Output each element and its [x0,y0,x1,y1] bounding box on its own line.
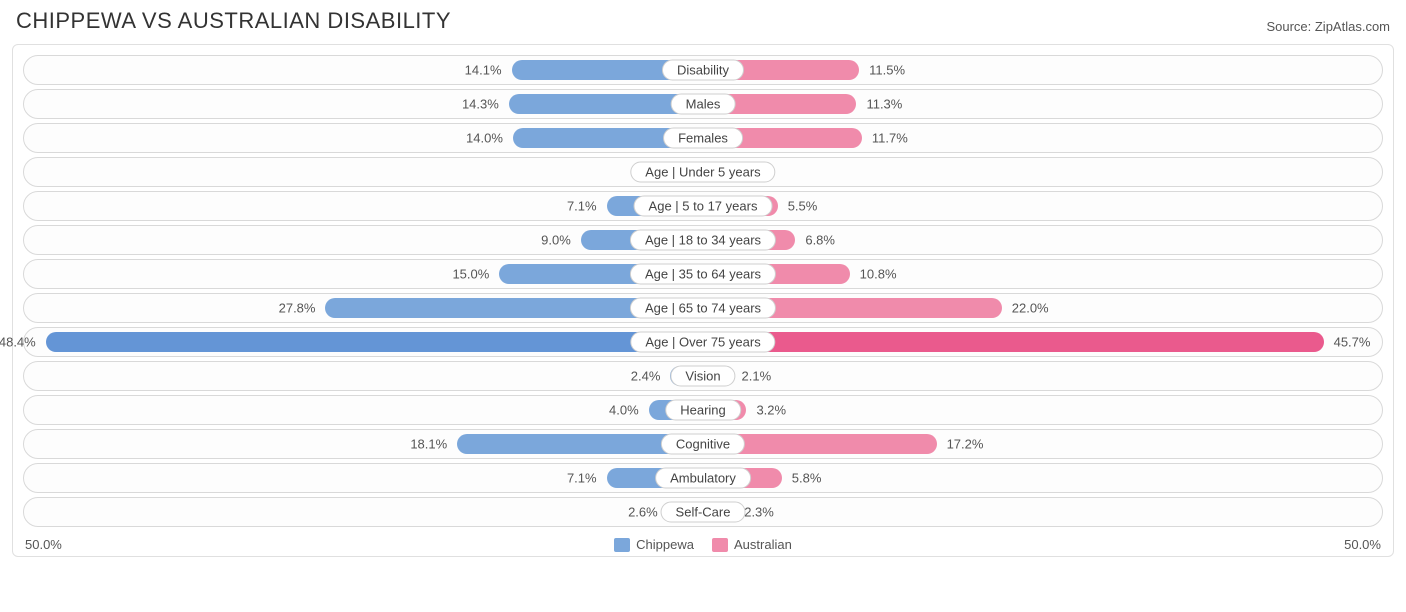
value-right: 3.2% [756,403,786,418]
category-label: Hearing [665,400,741,421]
chart-row: 2.6% 2.3%Self-Care [23,497,1383,527]
value-right: 2.1% [742,369,772,384]
value-right: 5.8% [792,471,822,486]
chart-row: 27.8% 22.0% Age | 65 to 74 years [23,293,1383,323]
value-left: 48.4% [0,335,36,350]
value-left: 7.1% [567,471,597,486]
value-right: 11.7% [872,131,908,146]
legend-label-right: Australian [734,537,792,552]
legend-swatch-right [712,538,728,552]
chart-source: Source: ZipAtlas.com [1266,19,1390,34]
chart-row: 7.1% 5.8% Ambulatory [23,463,1383,493]
legend-item-left: Chippewa [614,537,694,552]
value-left: 14.0% [466,131,503,146]
category-label: Age | 5 to 17 years [634,196,773,217]
value-left: 4.0% [609,403,639,418]
value-left: 27.8% [279,301,316,316]
value-left: 18.1% [410,437,447,452]
chart-title: CHIPPEWA VS AUSTRALIAN DISABILITY [16,8,451,34]
value-left: 14.3% [462,97,499,112]
chart-row: 1.9%1.4%Age | Under 5 years [23,157,1383,187]
chart-row: 4.0% 3.2% Hearing [23,395,1383,425]
value-right: 5.5% [788,199,818,214]
category-label: Disability [662,60,744,81]
diverging-bar-chart: 14.1% 11.5% Disability 14.3% 11.3% Males 14.0%… [12,44,1394,557]
category-label: Males [671,94,736,115]
category-label: Age | Under 5 years [630,162,775,183]
chart-row: 14.0% 11.7% Females [23,123,1383,153]
chart-row: 2.4% 2.1% Vision [23,361,1383,391]
category-label: Age | 35 to 64 years [630,264,776,285]
chart-row: 15.0% 10.8% Age | 35 to 64 years [23,259,1383,289]
value-left: 14.1% [465,63,502,78]
chart-row: 14.1% 11.5% Disability [23,55,1383,85]
bar-left [46,332,703,352]
chart-row: 48.4%45.7%Age | Over 75 years [23,327,1383,357]
legend: Chippewa Australian [614,537,792,552]
chart-row: 18.1% 17.2% Cognitive [23,429,1383,459]
value-right: 6.8% [805,233,835,248]
axis-left-max: 50.0% [25,537,62,552]
category-label: Vision [670,366,735,387]
value-right: 2.3% [744,505,774,520]
category-label: Age | 18 to 34 years [630,230,776,251]
legend-label-left: Chippewa [636,537,694,552]
value-right: 22.0% [1012,301,1049,316]
bar-right [703,332,1324,352]
value-right: 17.2% [947,437,984,452]
value-left: 7.1% [567,199,597,214]
legend-item-right: Australian [712,537,792,552]
category-label: Cognitive [661,434,745,455]
category-label: Females [663,128,743,149]
value-left: 9.0% [541,233,571,248]
value-left: 2.4% [631,369,661,384]
value-right: 11.5% [869,63,905,78]
category-label: Self-Care [661,502,746,523]
value-left: 15.0% [452,267,489,282]
category-label: Age | 65 to 74 years [630,298,776,319]
value-right: 45.7% [1334,335,1371,350]
legend-swatch-left [614,538,630,552]
chart-row: 9.0% 6.8% Age | 18 to 34 years [23,225,1383,255]
chart-row: 7.1% 5.5% Age | 5 to 17 years [23,191,1383,221]
value-right: 10.8% [860,267,897,282]
chart-row: 14.3% 11.3% Males [23,89,1383,119]
axis-right-max: 50.0% [1344,537,1381,552]
value-left: 2.6% [628,505,658,520]
category-label: Age | Over 75 years [630,332,775,353]
category-label: Ambulatory [655,468,751,489]
value-right: 11.3% [866,97,902,112]
